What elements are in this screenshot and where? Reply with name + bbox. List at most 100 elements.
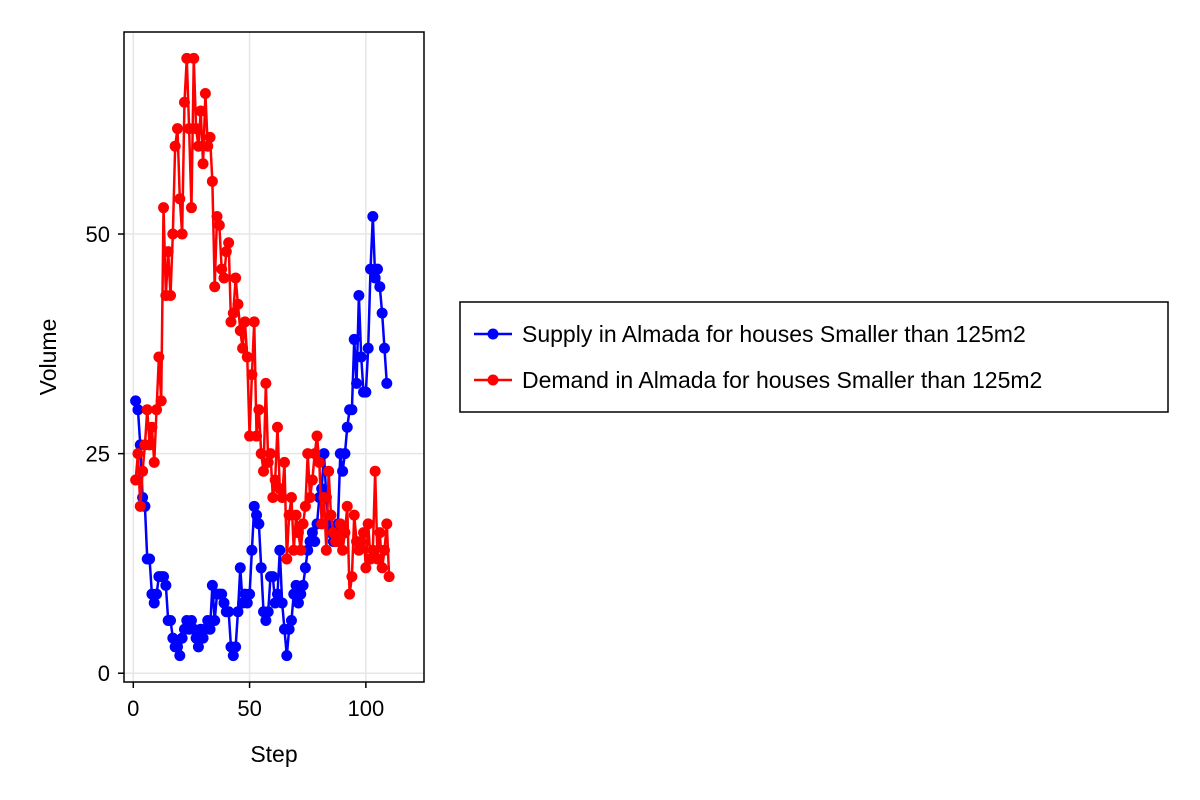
y-axis-label: Volume <box>35 319 61 396</box>
data-point <box>232 298 244 310</box>
data-point <box>362 342 374 354</box>
data-point <box>316 483 328 495</box>
data-point <box>337 544 349 556</box>
legend: Supply in Almada for houses Smaller than… <box>459 301 1169 413</box>
data-point <box>339 527 351 539</box>
x-tick-label: 50 <box>237 696 261 721</box>
x-axis-label: Step <box>250 741 297 767</box>
data-point <box>339 448 351 460</box>
legend-box <box>459 301 1169 413</box>
data-point <box>246 369 258 381</box>
data-point <box>202 140 214 152</box>
data-point <box>232 606 244 618</box>
data-point <box>274 483 286 495</box>
data-point <box>355 351 367 363</box>
data-point <box>206 175 218 187</box>
data-point <box>167 228 179 240</box>
data-point <box>130 474 142 486</box>
data-point <box>292 597 304 609</box>
data-point <box>269 474 281 486</box>
data-point <box>274 544 286 556</box>
data-point <box>197 158 209 170</box>
data-point <box>155 395 167 407</box>
data-point <box>174 193 186 205</box>
data-point <box>130 395 142 407</box>
data-point <box>358 527 370 539</box>
data-point <box>148 597 160 609</box>
data-point <box>151 404 163 416</box>
data-point <box>265 448 277 460</box>
data-point <box>351 377 363 389</box>
data-point <box>237 342 249 354</box>
data-point <box>309 535 321 547</box>
data-point <box>162 246 174 258</box>
data-point <box>178 96 190 108</box>
data-point <box>271 588 283 600</box>
data-point <box>251 430 263 442</box>
data-point <box>209 281 221 293</box>
data-point <box>195 105 207 117</box>
data-point <box>262 456 274 468</box>
data-point <box>267 492 279 504</box>
data-point <box>376 562 388 574</box>
data-point <box>218 597 230 609</box>
data-point <box>276 492 288 504</box>
data-point <box>230 641 242 653</box>
data-point <box>378 544 390 556</box>
data-point <box>281 650 293 662</box>
data-point <box>158 571 170 583</box>
data-point <box>211 210 223 222</box>
data-point <box>190 123 202 135</box>
data-point <box>234 562 246 574</box>
data-point <box>271 421 283 433</box>
x-tick-label: 100 <box>348 696 385 721</box>
legend-label: Supply in Almada for houses Smaller than… <box>522 321 1026 347</box>
data-point <box>213 219 225 231</box>
data-point <box>204 131 216 143</box>
data-point <box>376 307 388 319</box>
data-point <box>369 272 381 284</box>
data-point <box>169 140 181 152</box>
data-point <box>299 562 311 574</box>
data-point <box>367 210 379 222</box>
data-point <box>278 456 290 468</box>
data-point <box>383 571 395 583</box>
data-point <box>299 500 311 512</box>
data-point <box>355 535 367 547</box>
data-point <box>295 588 307 600</box>
data-point <box>348 333 360 345</box>
data-point <box>325 509 337 521</box>
data-point <box>262 606 274 618</box>
data-point <box>295 544 307 556</box>
x-tick-label: 0 <box>127 696 139 721</box>
data-point <box>241 597 253 609</box>
axis-ticks: 0 50 100 0 25 50 <box>86 222 385 721</box>
data-point <box>362 518 374 530</box>
data-point <box>132 404 144 416</box>
data-point <box>318 492 330 504</box>
data-point <box>141 404 153 416</box>
data-point <box>209 615 221 627</box>
data-point <box>227 650 239 662</box>
data-point <box>344 588 356 600</box>
data-point <box>255 448 267 460</box>
data-point <box>348 509 360 521</box>
data-point <box>197 632 209 644</box>
y-tick-label: 25 <box>86 442 110 467</box>
data-point <box>188 52 200 64</box>
data-point <box>318 448 330 460</box>
data-point <box>192 641 204 653</box>
legend-swatch-marker <box>487 328 499 340</box>
data-point <box>311 430 323 442</box>
data-point <box>253 404 265 416</box>
data-point <box>341 500 353 512</box>
data-point <box>341 421 353 433</box>
data-point <box>216 263 228 275</box>
data-point <box>327 527 339 539</box>
data-point <box>185 615 197 627</box>
data-point <box>244 588 256 600</box>
data-point <box>234 325 246 337</box>
data-point <box>230 272 242 284</box>
data-point <box>174 650 186 662</box>
